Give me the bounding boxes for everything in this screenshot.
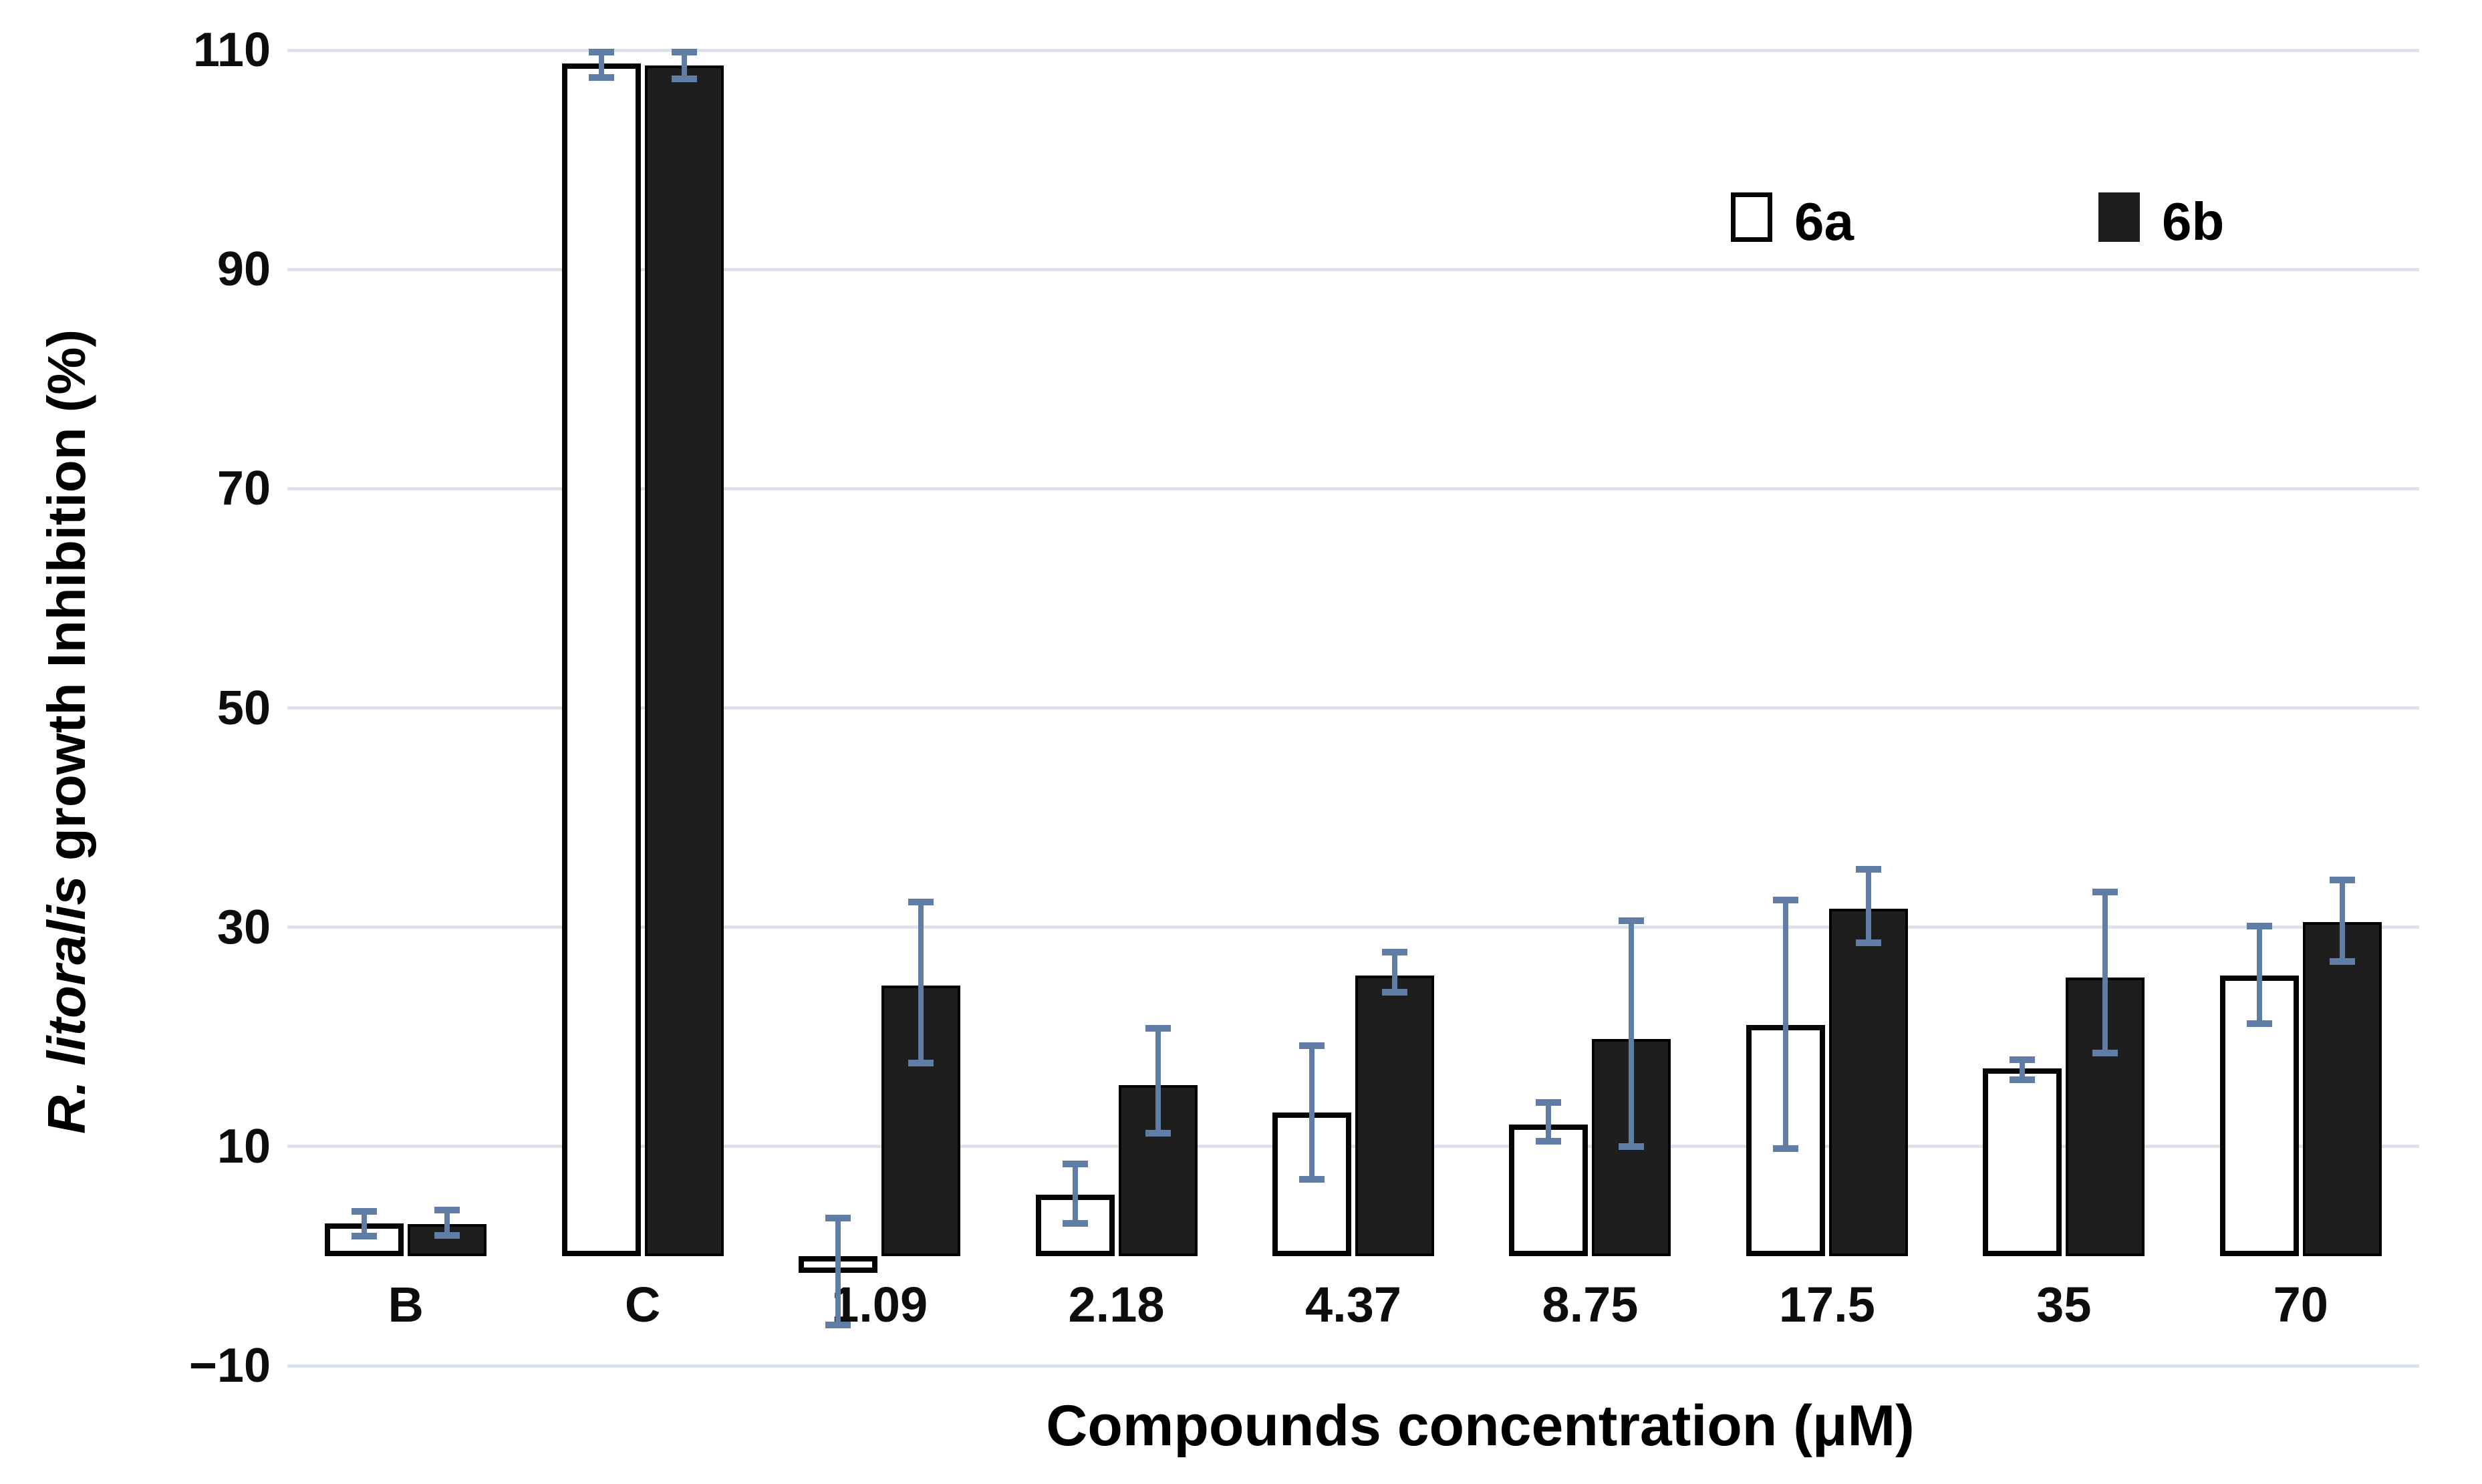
- y-tick-label: 30: [217, 900, 271, 954]
- bar-6a-C: [561, 63, 641, 1256]
- error-bar-6a-35-cap-top: [2010, 1056, 2036, 1064]
- legend-label-6a: 6a: [1794, 192, 1854, 251]
- gridline-y10: [287, 1145, 2419, 1149]
- error-bar-6b-1.09: [918, 901, 924, 1064]
- error-bar-6b-1.09-cap-bottom: [908, 1060, 934, 1067]
- error-bar-6b-8.75: [1629, 920, 1635, 1147]
- x-tick-label-35: 35: [2036, 1277, 2092, 1332]
- error-bar-6a-70-cap-top: [2246, 923, 2272, 930]
- y-axis-title-rest: growth Inhibition (%): [37, 329, 96, 876]
- error-bar-6b-4.37-cap-top: [1382, 949, 1407, 956]
- x-tick-label-C: C: [624, 1277, 661, 1332]
- bar-6b-17.5: [1828, 908, 1908, 1256]
- error-bar-6b-C-cap-top: [671, 49, 697, 56]
- x-tick-label-2.18: 2.18: [1068, 1277, 1165, 1332]
- legend-label-6b: 6b: [2162, 192, 2225, 251]
- error-bar-6b-2.18-cap-top: [1145, 1024, 1171, 1032]
- error-bar-6b-70: [2339, 880, 2345, 961]
- error-bar-6a-4.37-cap-top: [1299, 1042, 1325, 1049]
- error-bar-6b-35-cap-bottom: [2092, 1050, 2118, 1057]
- error-bar-6b-4.37-cap-bottom: [1382, 988, 1407, 996]
- bar-6b-4.37: [1355, 975, 1434, 1256]
- error-bar-6b-4.37: [1392, 952, 1397, 992]
- error-bar-6b-B: [444, 1210, 450, 1235]
- error-bar-6b-B-cap-top: [434, 1207, 460, 1214]
- error-bar-6b-2.18: [1155, 1028, 1161, 1134]
- bar-6b-70: [2302, 921, 2382, 1256]
- error-bar-6a-17.5-cap-top: [1772, 896, 1798, 903]
- error-bar-6a-2.18: [1072, 1164, 1078, 1223]
- error-bar-6a-17.5-cap-bottom: [1772, 1145, 1798, 1153]
- gridline-y-10: [287, 1364, 2419, 1368]
- legend-swatch-6a-open-square-icon: [1731, 192, 1772, 242]
- error-bar-6b-17.5-cap-bottom: [1855, 939, 1881, 946]
- error-bar-6b-2.18-cap-bottom: [1145, 1130, 1171, 1137]
- x-tick-label-8.75: 8.75: [1542, 1277, 1639, 1332]
- error-bar-6a-17.5: [1782, 899, 1788, 1149]
- error-bar-6a-2.18-cap-bottom: [1062, 1219, 1088, 1227]
- error-bar-6a-1.09-cap-bottom: [825, 1322, 851, 1329]
- x-tick-label-B: B: [388, 1277, 424, 1332]
- gridline-y90: [287, 267, 2419, 271]
- x-tick-label-17.5: 17.5: [1778, 1277, 1875, 1332]
- error-bar-6a-2.18-cap-top: [1062, 1161, 1088, 1168]
- error-bar-6b-B-cap-bottom: [434, 1231, 460, 1239]
- error-bar-6b-35-cap-top: [2092, 889, 2118, 896]
- y-tick-label: 90: [217, 243, 271, 297]
- error-bar-6b-70-cap-bottom: [2329, 957, 2355, 965]
- gridline-y50: [287, 706, 2419, 710]
- error-bar-6a-B: [362, 1211, 368, 1237]
- error-bar-6a-C-cap-top: [588, 49, 614, 56]
- error-bar-6a-4.37-cap-bottom: [1299, 1176, 1325, 1183]
- gridline-y70: [287, 486, 2419, 490]
- error-bar-6a-35: [2020, 1060, 2026, 1080]
- error-bar-6b-17.5-cap-top: [1855, 865, 1881, 873]
- error-bar-6b-C: [681, 52, 687, 79]
- error-bar-6b-70-cap-top: [2329, 877, 2355, 884]
- error-bar-6b-35: [2102, 892, 2108, 1054]
- x-axis-title: Compounds concentration (μM): [1046, 1394, 1915, 1458]
- y-tick-label: 10: [217, 1119, 271, 1173]
- error-bar-6a-8.75-cap-bottom: [1536, 1137, 1562, 1145]
- error-bar-6a-4.37: [1309, 1045, 1315, 1180]
- error-bar-6a-B-cap-bottom: [352, 1233, 378, 1240]
- bar-6b-C: [644, 65, 724, 1256]
- error-bar-6a-8.75-cap-top: [1536, 1099, 1562, 1106]
- bar-6a-8.75: [1509, 1125, 1589, 1256]
- y-tick-label: −10: [188, 1339, 271, 1393]
- x-tick-label-70: 70: [2273, 1277, 2328, 1332]
- error-bar-6b-1.09-cap-top: [908, 898, 934, 905]
- legend-swatch-6b-filled-square-icon: [2098, 192, 2140, 242]
- gridline-y110: [287, 48, 2419, 52]
- error-bar-6a-70-cap-bottom: [2246, 1020, 2272, 1028]
- x-tick-label-4.37: 4.37: [1304, 1277, 1402, 1332]
- y-tick-label: 110: [192, 23, 271, 77]
- error-bar-6b-C-cap-bottom: [671, 75, 697, 82]
- error-bar-6a-C: [598, 52, 604, 78]
- bar-6a-35: [1983, 1068, 2062, 1256]
- error-bar-6a-B-cap-top: [352, 1207, 378, 1215]
- error-bar-6a-1.09-cap-top: [825, 1214, 851, 1221]
- error-bar-6a-8.75: [1546, 1102, 1552, 1141]
- error-bar-6a-1.09: [835, 1217, 841, 1326]
- gridline-y30: [287, 925, 2419, 929]
- error-bar-6a-35-cap-bottom: [2010, 1076, 2036, 1083]
- error-bar-6b-8.75-cap-top: [1619, 917, 1645, 924]
- error-bar-6a-70: [2256, 926, 2262, 1024]
- y-tick-label: 70: [217, 462, 271, 516]
- error-bar-6b-8.75-cap-bottom: [1619, 1143, 1645, 1150]
- x-tick-label-1.09: 1.09: [831, 1277, 928, 1332]
- error-bar-6b-17.5: [1865, 869, 1871, 943]
- y-tick-label: 50: [217, 681, 271, 735]
- error-bar-6a-C-cap-bottom: [588, 74, 614, 82]
